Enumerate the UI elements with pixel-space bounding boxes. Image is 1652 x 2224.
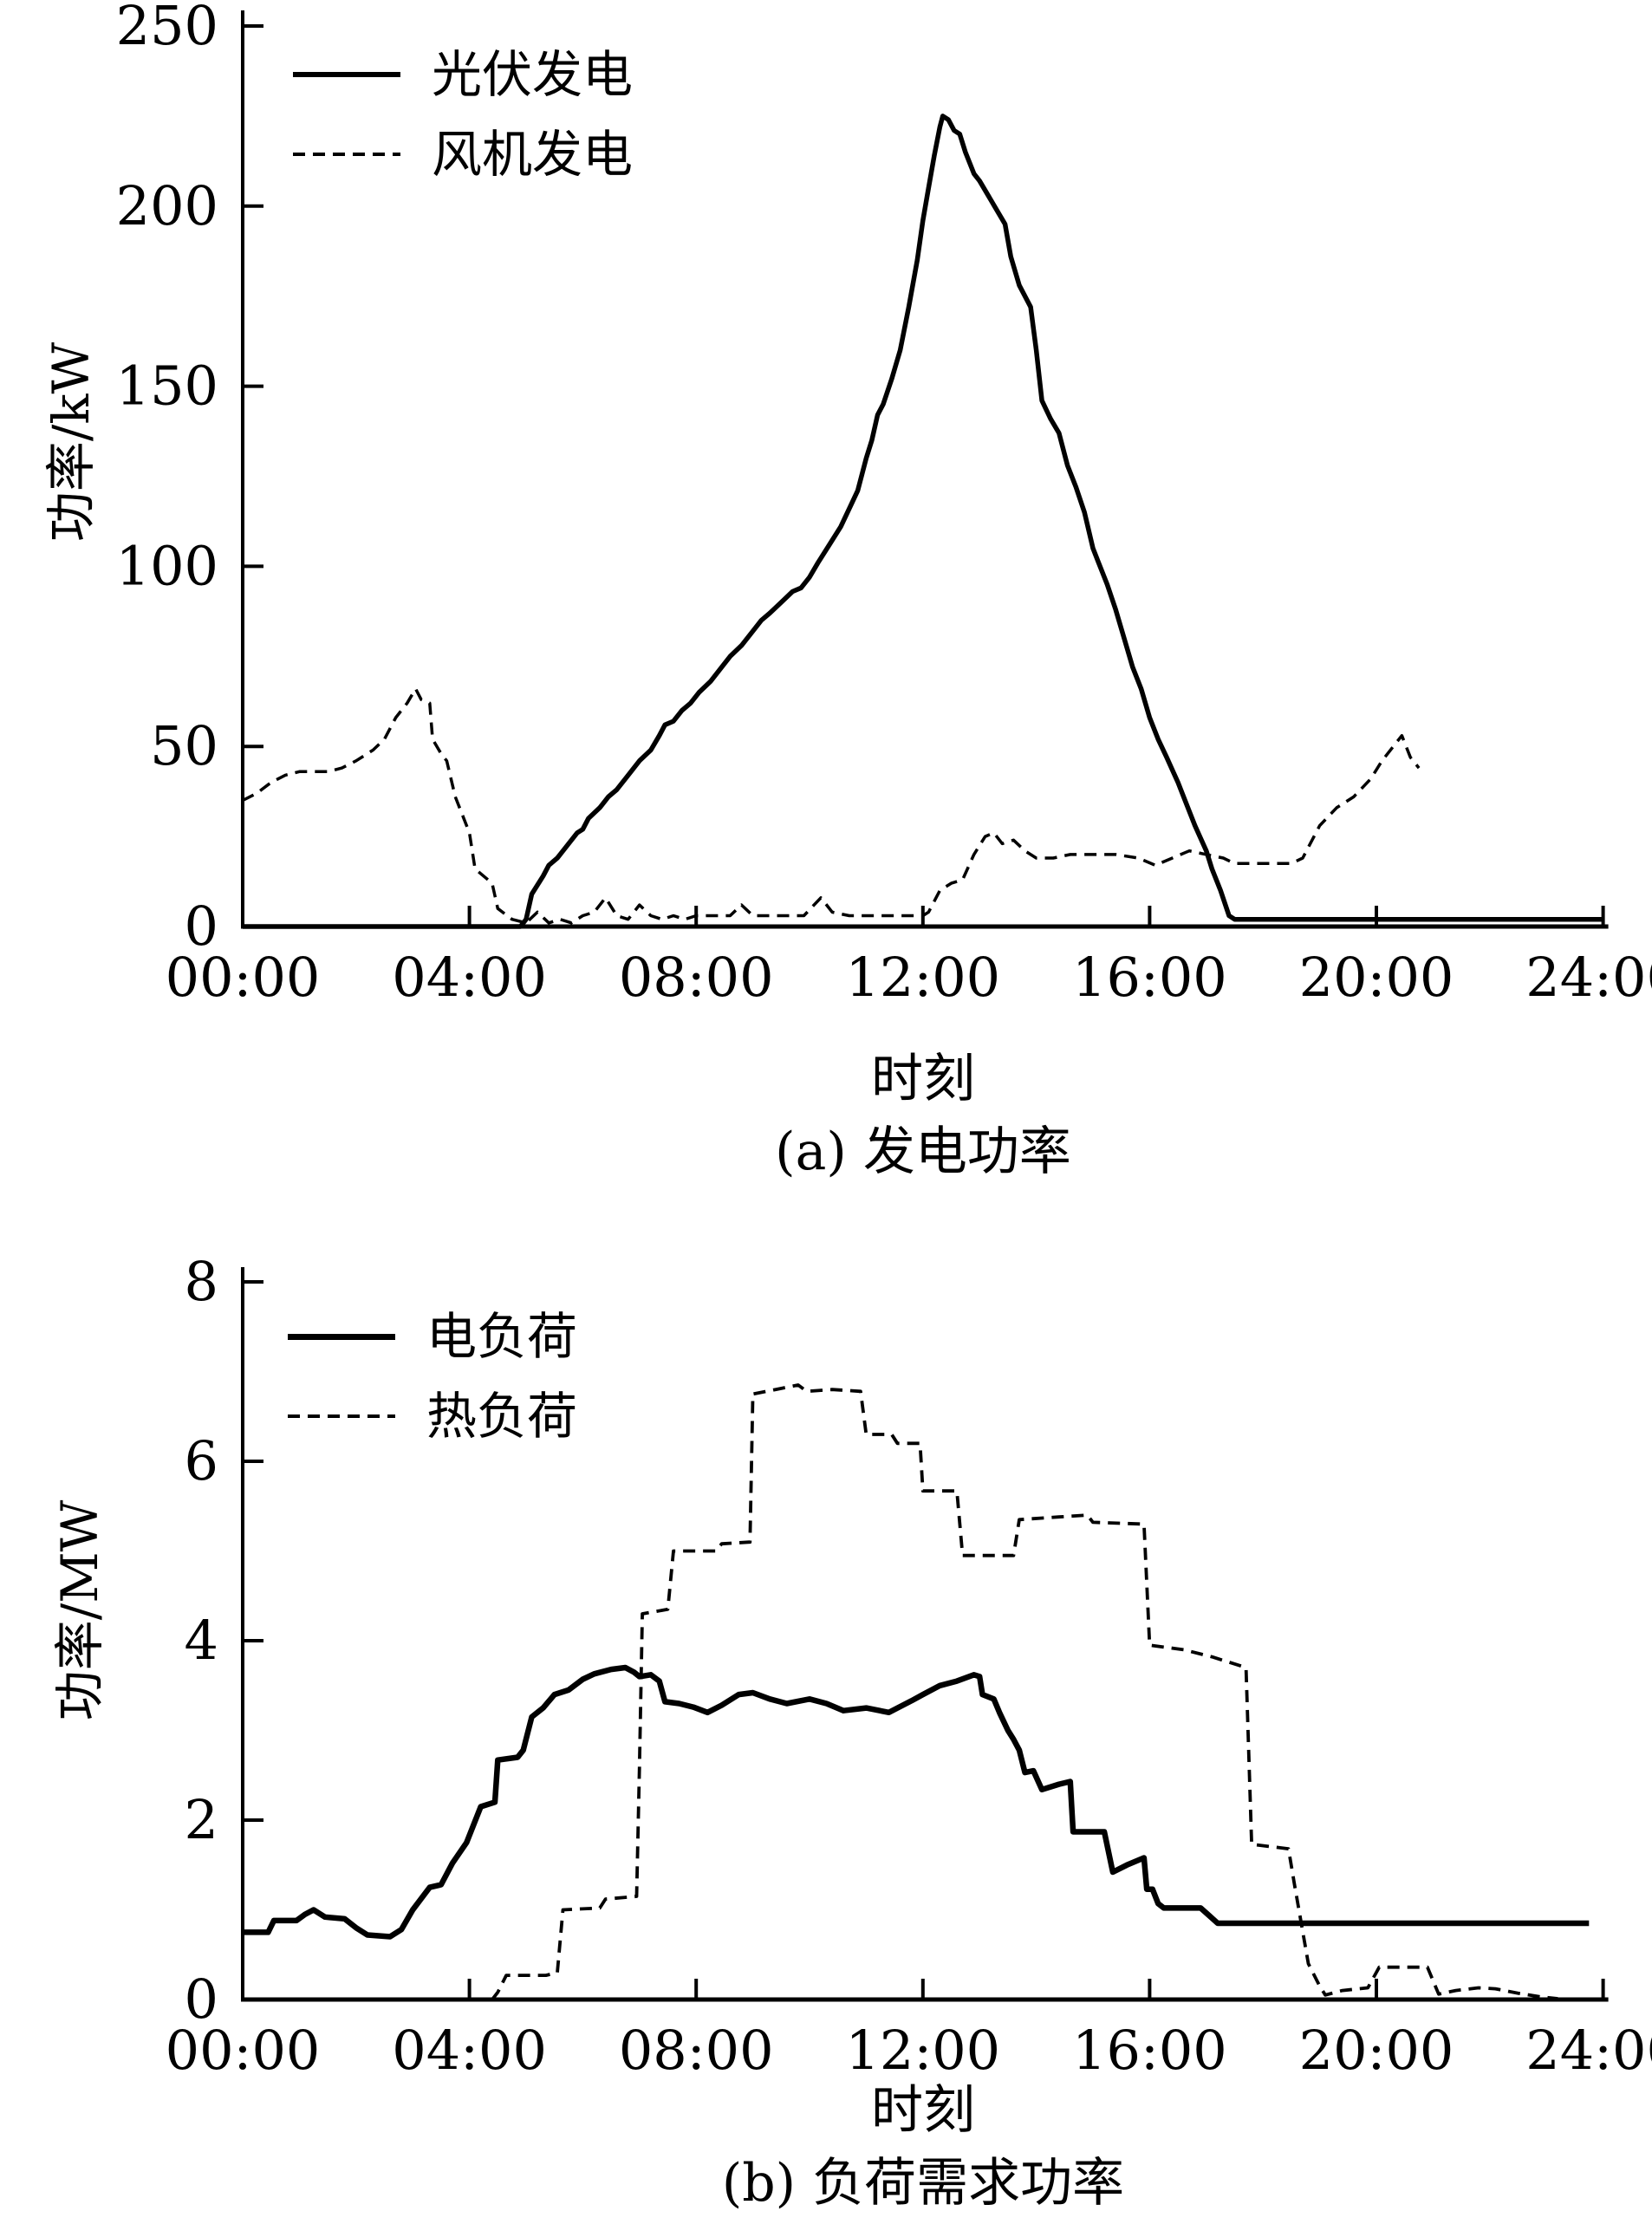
y-tick-label: 50: [150, 714, 218, 777]
dashed-line-sample: [288, 1414, 395, 1418]
solid-line-sample: [293, 72, 400, 77]
x-tick-label: 24:00: [1525, 2019, 1652, 2082]
x-tick-label: 04:00: [392, 946, 547, 1009]
panel-b-legend: 电负荷 热负荷: [288, 1297, 577, 1456]
series-line-电负荷: [243, 1664, 1590, 1940]
x-tick-label: 20:00: [1299, 2019, 1454, 2082]
x-tick-label: 04:00: [392, 2019, 547, 2082]
dashed-line-sample: [293, 153, 400, 156]
x-tick-label: 00:00: [166, 2019, 321, 2082]
series-line-光伏发电: [243, 114, 1603, 929]
legend-label-pv: 光伏发电: [432, 45, 634, 104]
y-tick-label: 8: [185, 1250, 218, 1313]
panel-a-x-axis-label: 时刻: [871, 1049, 975, 1109]
x-tick-label: 20:00: [1299, 946, 1454, 1009]
panel-b-title: (b) 负荷需求功率: [721, 2153, 1125, 2214]
panel-b-plot: 00:00 04:00 08:00 12:00 16:00 20:00 24:00 0 2 4 6 8: [166, 1250, 1652, 2082]
x-tick-label: 00:00: [166, 946, 321, 1009]
legend-item-electric-load: 电负荷: [288, 1297, 577, 1376]
legend-label-wind: 风机发电: [432, 125, 634, 184]
series-line-热负荷: [491, 1383, 1558, 2001]
y-tick-label: 6: [185, 1429, 218, 1492]
y-tick-label: 200: [116, 174, 218, 237]
legend-label-heat-load: 热负荷: [426, 1387, 578, 1446]
solid-line-sample: [288, 1333, 395, 1340]
x-tick-label: 12:00: [845, 2019, 1000, 2082]
y-tick-label: 250: [116, 0, 218, 57]
series-line-风机发电: [242, 686, 1421, 925]
panel-b-y-axis-label: 功率/MW: [50, 1499, 109, 1721]
legend-item-heat-load: 热负荷: [288, 1376, 577, 1456]
y-tick-label: 4: [185, 1609, 218, 1672]
legend-item-wind: 风机发电: [293, 114, 633, 194]
legend-item-pv: 光伏发电: [293, 35, 633, 114]
y-tick-label: 0: [185, 1967, 218, 2031]
y-tick-label: 100: [116, 534, 218, 597]
x-tick-label: 08:00: [619, 2019, 774, 2082]
x-tick-label: 16:00: [1072, 2019, 1227, 2082]
panel-b-x-axis-label: 时刻: [871, 2080, 975, 2141]
x-tick-label: 16:00: [1072, 946, 1227, 1009]
panel-a-y-axis-label: 功率/kW: [42, 341, 101, 543]
x-tick-label: 08:00: [619, 946, 774, 1009]
y-tick-label: 2: [185, 1788, 218, 1851]
x-tick-label: 12:00: [845, 946, 1000, 1009]
legend-label-electric-load: 电负荷: [426, 1307, 578, 1366]
x-tick-label: 24:00: [1525, 946, 1652, 1009]
panel-a-legend: 光伏发电 风机发电: [293, 35, 633, 194]
y-tick-label: 150: [116, 354, 218, 418]
panel-a-title: (a) 发电功率: [775, 1122, 1071, 1182]
panel-a-plot: 00:00 04:00 08:00 12:00 16:00 20:00 24:00 0 50 10…: [116, 0, 1652, 1009]
y-tick-label: 0: [185, 894, 218, 958]
